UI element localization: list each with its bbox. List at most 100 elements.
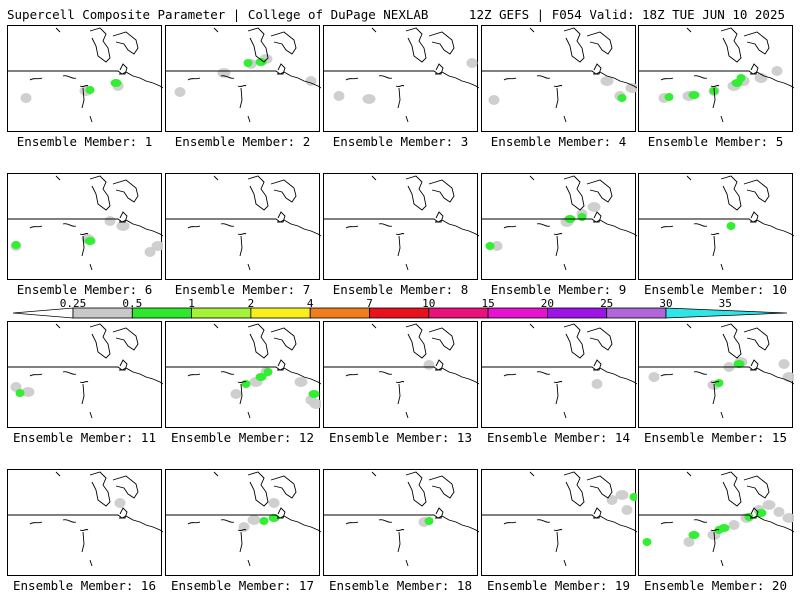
gray-contour-blob — [217, 68, 231, 78]
basemap — [639, 27, 794, 123]
map-plot-18 — [324, 471, 479, 567]
ensemble-panel-2[interactable] — [165, 25, 321, 132]
ensemble-panel-14[interactable] — [481, 321, 637, 428]
ensemble-panel-17[interactable] — [165, 469, 321, 576]
gray-contour-blob — [587, 202, 601, 212]
green-contour-blob — [755, 509, 767, 517]
ensemble-panel-12[interactable] — [165, 321, 321, 428]
colorbar-tick-label: 0.5 — [122, 297, 143, 310]
gray-contour-blob — [144, 247, 156, 257]
member-label-18: Ensemble Member: 18 — [329, 578, 472, 593]
gray-contour-blob — [104, 216, 116, 226]
ensemble-panel-7[interactable] — [165, 173, 321, 280]
run-valid-time: 12Z GEFS | F054 Valid: 18Z TUE JUN 10 20… — [468, 7, 785, 22]
colorbar-tick-label: 7 — [366, 297, 373, 310]
colorbar — [13, 307, 787, 319]
gray-contour-blob — [230, 389, 242, 399]
map-plot-12 — [166, 323, 321, 419]
gray-contour-blob — [754, 73, 768, 83]
gray-contour-blob — [606, 495, 618, 505]
ensemble-panel-10[interactable] — [638, 173, 794, 280]
ensemble-panel-15[interactable] — [638, 321, 794, 428]
gray-contour-blob — [174, 87, 186, 97]
member-label-17: Ensemble Member: 17 — [171, 578, 314, 593]
basemap — [166, 27, 321, 123]
gray-contour-blob — [333, 91, 345, 101]
gray-contour-blob — [114, 498, 126, 508]
ensemble-panel-9[interactable] — [481, 173, 637, 280]
gray-contour-blob — [268, 498, 280, 508]
green-contour-blob — [714, 379, 724, 387]
colorbar-tick-label: 30 — [659, 297, 673, 310]
map-plot-3 — [324, 27, 479, 123]
ensemble-panel-16[interactable] — [7, 469, 163, 576]
ensemble-panel-11[interactable] — [7, 321, 163, 428]
ensemble-panel-19[interactable] — [481, 469, 637, 576]
ensemble-panel-6[interactable] — [7, 173, 163, 280]
member-label-11: Ensemble Member: 11 — [13, 430, 156, 445]
colorbar-segment-10 — [606, 307, 667, 319]
gray-contour-blob — [762, 500, 776, 510]
basemap — [324, 323, 479, 419]
ensemble-panel-3[interactable] — [323, 25, 479, 132]
green-contour-blob — [255, 58, 267, 66]
gray-contour-blob — [778, 359, 790, 369]
ensemble-panel-20[interactable] — [638, 469, 794, 576]
map-plot-6 — [8, 175, 163, 271]
green-contour-blob — [263, 368, 273, 376]
gray-contour-blob — [600, 76, 614, 86]
colorbar-tick-label: 35 — [718, 297, 732, 310]
ensemble-panel-1[interactable] — [7, 25, 163, 132]
member-label-2: Ensemble Member: 2 — [174, 134, 311, 149]
map-plot-4 — [482, 27, 637, 123]
ensemble-panel-13[interactable] — [323, 321, 479, 428]
member-label-12: Ensemble Member: 12 — [171, 430, 314, 445]
basemap — [166, 323, 321, 419]
green-contour-blob — [688, 91, 700, 99]
basemap — [324, 27, 479, 123]
green-contour-blob — [485, 242, 495, 250]
member-label-3: Ensemble Member: 3 — [332, 134, 469, 149]
map-plot-7 — [166, 175, 321, 271]
ensemble-panel-5[interactable] — [638, 25, 794, 132]
green-contour-blob — [85, 86, 95, 94]
member-label-1: Ensemble Member: 1 — [16, 134, 153, 149]
basemap — [482, 175, 637, 271]
green-contour-blob — [577, 213, 587, 221]
basemap — [166, 471, 321, 567]
gray-contour-blob — [247, 515, 261, 525]
gray-contour-blob — [773, 507, 785, 517]
basemap — [166, 175, 321, 271]
member-label-13: Ensemble Member: 13 — [329, 430, 472, 445]
ensemble-panel-4[interactable] — [481, 25, 637, 132]
colorbar-tick-label: 1 — [188, 297, 195, 310]
green-contour-blob — [255, 373, 267, 381]
gray-contour-blob — [591, 379, 603, 389]
ensemble-panel-18[interactable] — [323, 469, 479, 576]
green-contour-blob — [629, 493, 637, 501]
green-contour-blob — [110, 79, 122, 87]
colorbar-tick-label: 25 — [600, 297, 614, 310]
basemap — [8, 471, 163, 567]
gray-contour-blob — [362, 94, 376, 104]
map-plot-9 — [482, 175, 637, 271]
gray-contour-blob — [621, 505, 633, 515]
map-plot-10 — [639, 175, 794, 271]
gray-contour-blob — [683, 537, 695, 547]
ensemble-panel-8[interactable] — [323, 173, 479, 280]
green-contour-blob — [642, 538, 652, 546]
member-label-16: Ensemble Member: 16 — [13, 578, 156, 593]
green-contour-blob — [243, 59, 253, 67]
colorbar-tick-label: 15 — [481, 297, 495, 310]
map-plot-14 — [482, 323, 637, 419]
green-contour-blob — [718, 524, 730, 532]
member-label-15: Ensemble Member: 15 — [644, 430, 787, 445]
green-contour-blob — [736, 74, 746, 82]
basemap — [482, 471, 637, 567]
basemap — [482, 27, 637, 123]
gray-contour-blob — [151, 241, 163, 251]
basemap — [639, 471, 794, 567]
member-label-8: Ensemble Member: 8 — [332, 282, 469, 297]
colorbar-tick-label: 20 — [540, 297, 555, 310]
map-plot-20 — [639, 471, 794, 567]
